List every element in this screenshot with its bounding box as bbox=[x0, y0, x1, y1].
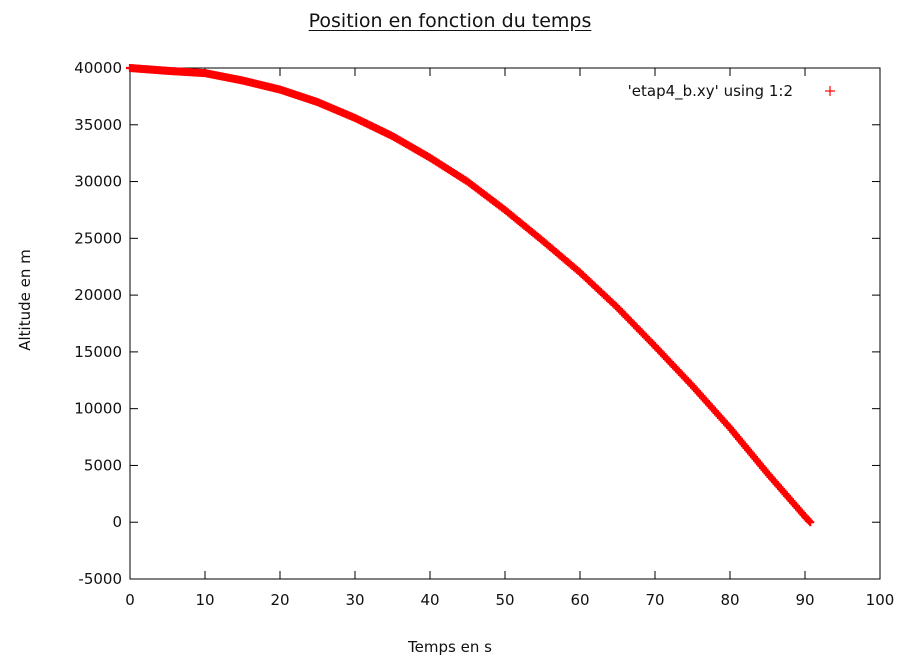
legend: 'etap4_b.xy' using 1:2 bbox=[628, 82, 835, 101]
y-tick-label: -5000 bbox=[78, 570, 122, 588]
x-tick-label: 90 bbox=[795, 591, 814, 609]
y-tick-label: 0 bbox=[112, 513, 122, 531]
plot-frame bbox=[129, 67, 881, 580]
x-axis-label: Temps en s bbox=[408, 638, 492, 656]
y-tick-label: 10000 bbox=[74, 400, 122, 418]
y-tick-label: 35000 bbox=[74, 116, 122, 134]
x-tick-label: 0 bbox=[125, 591, 135, 609]
x-tick-label: 100 bbox=[866, 591, 895, 609]
data-series bbox=[126, 64, 815, 527]
x-tick-label: 50 bbox=[495, 591, 514, 609]
chart-title: Position en fonction du temps bbox=[308, 10, 592, 32]
x-tick-label: 30 bbox=[345, 591, 364, 609]
axes: 0 10 20 30 40 50 60 70 80 90 100-50000500010000150… bbox=[74, 59, 894, 609]
x-tick-label: 40 bbox=[420, 591, 439, 609]
y-tick-label: 15000 bbox=[74, 343, 122, 361]
y-tick-label: 5000 bbox=[84, 456, 122, 474]
y-tick-label: 20000 bbox=[74, 286, 122, 304]
x-tick-label: 80 bbox=[720, 591, 739, 609]
x-tick-label: 10 bbox=[195, 591, 214, 609]
y-tick-label: 25000 bbox=[74, 229, 122, 247]
data-point bbox=[804, 516, 813, 525]
x-tick-label: 70 bbox=[645, 591, 664, 609]
y-tick-label: 40000 bbox=[74, 59, 122, 77]
series-points bbox=[126, 64, 815, 527]
data-point bbox=[806, 518, 815, 527]
x-tick-label: 60 bbox=[570, 591, 589, 609]
legend-marker bbox=[825, 86, 835, 96]
y-tick-label: 30000 bbox=[74, 173, 122, 191]
legend-label: 'etap4_b.xy' using 1:2 bbox=[628, 82, 793, 101]
x-tick-label: 20 bbox=[270, 591, 289, 609]
